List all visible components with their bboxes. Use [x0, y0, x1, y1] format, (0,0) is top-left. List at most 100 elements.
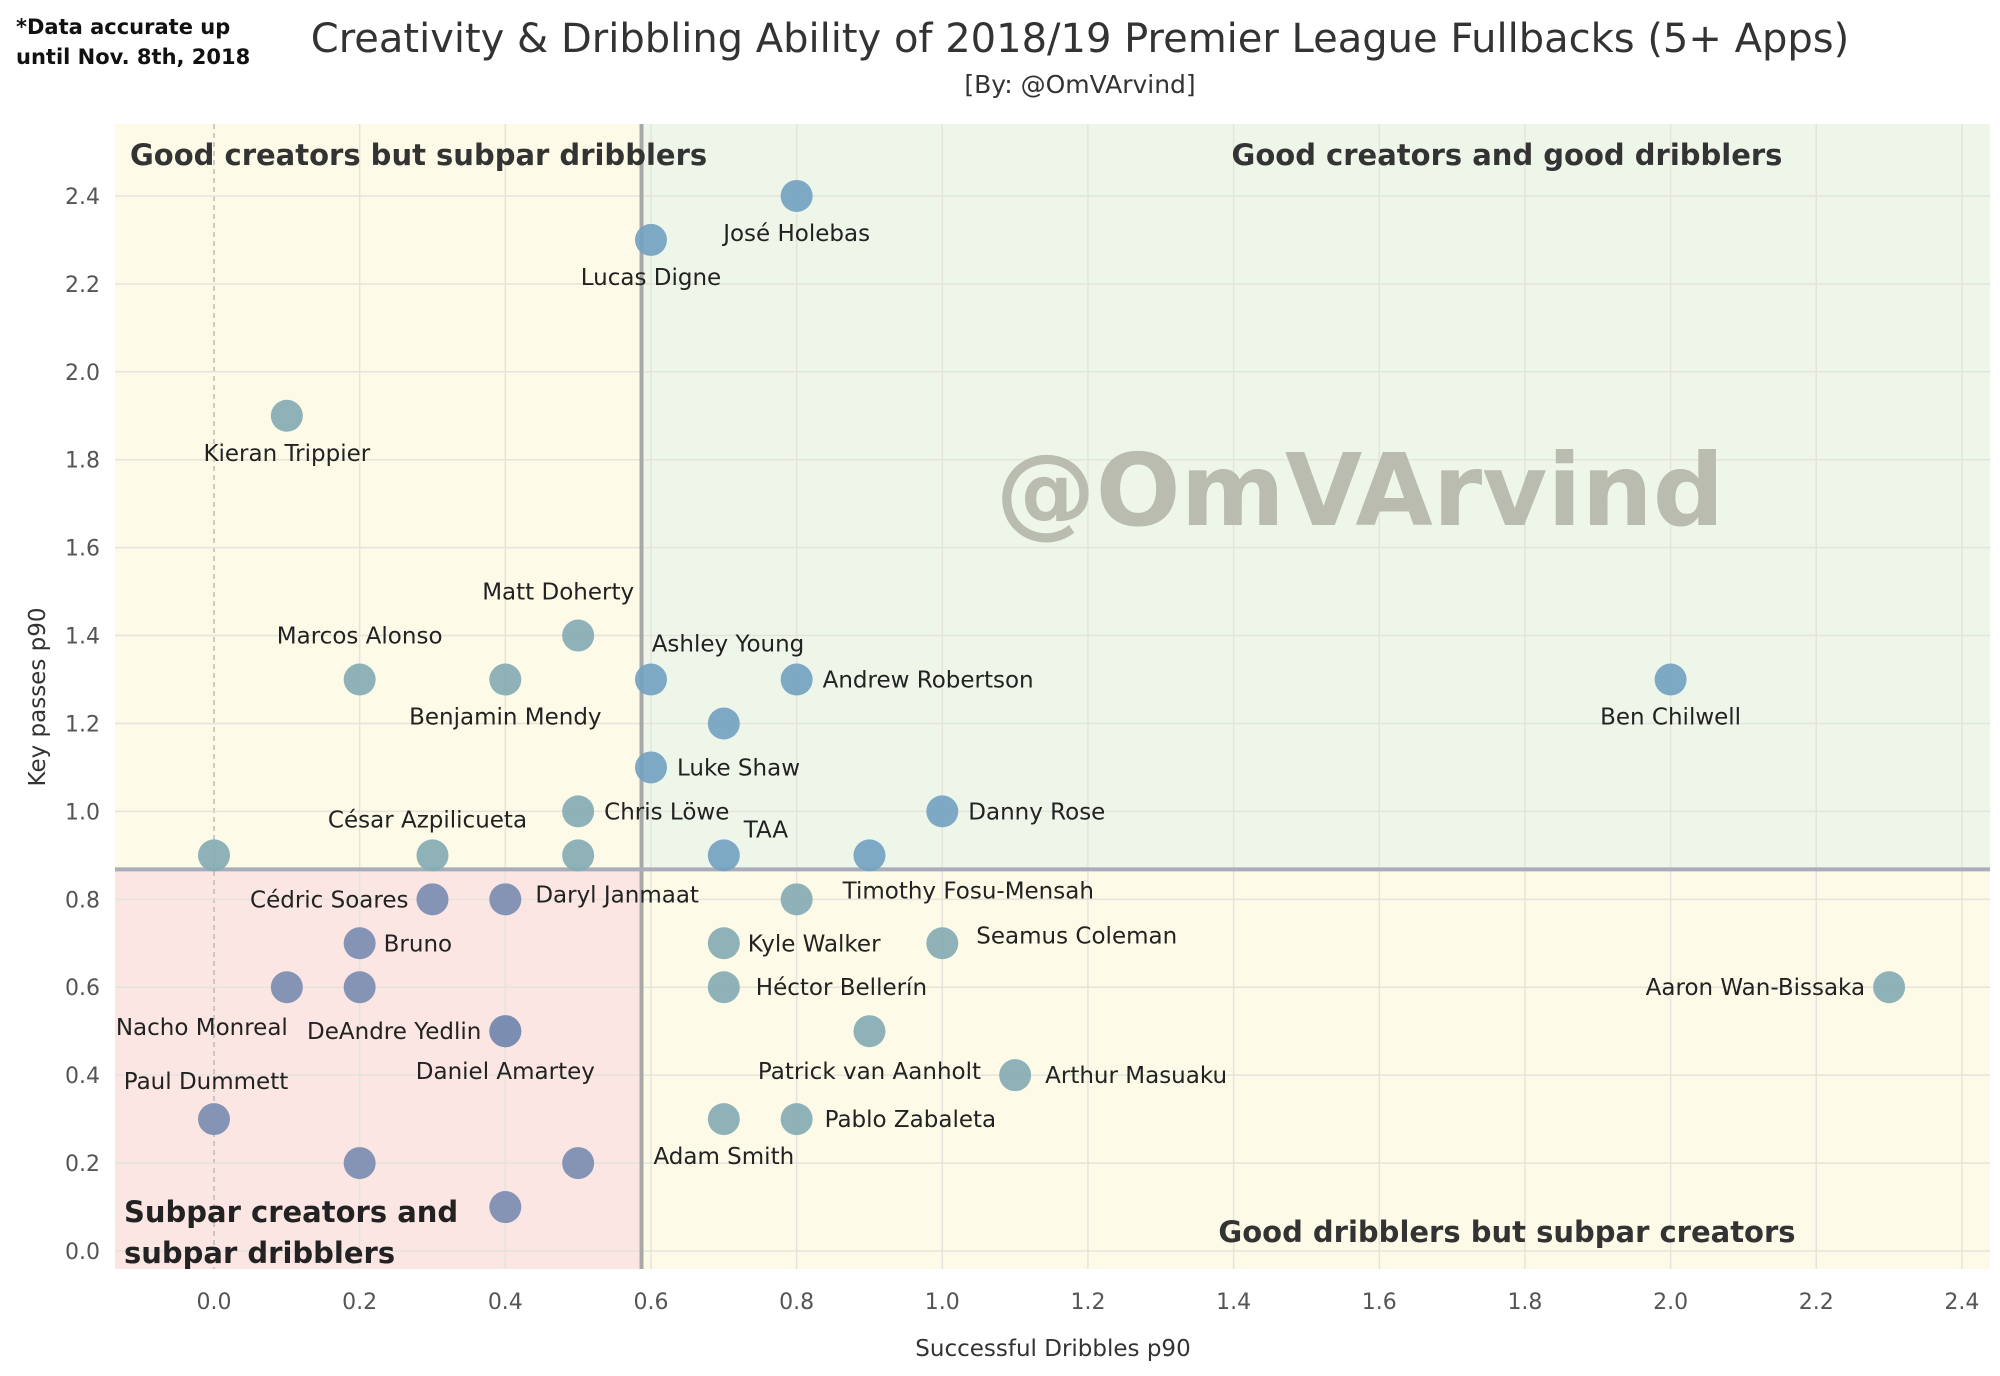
point-label: Patrick van Aanholt — [758, 1059, 981, 1085]
y-tick-label: 1.0 — [65, 800, 100, 825]
data-point — [416, 883, 449, 916]
point-label: Aaron Wan-Bissaka — [1646, 975, 1865, 1001]
point-label: Cédric Soares — [250, 887, 408, 913]
data-point — [489, 663, 522, 696]
point-label: Chris Löwe — [604, 799, 729, 825]
y-tick-label: 1.4 — [65, 625, 100, 650]
note-line: until Nov. 8th, 2018 — [16, 45, 251, 69]
data-point — [634, 663, 667, 696]
quadrant-label-bottom-right: Good dribblers but subpar creators — [1218, 1215, 1795, 1249]
x-tick-label: 1.8 — [1507, 1290, 1542, 1315]
point-label: Kieran Trippier — [203, 441, 370, 467]
data-point — [780, 1103, 813, 1136]
data-point — [780, 179, 813, 212]
quadrant-label-top-left: Good creators but subpar dribblers — [130, 138, 707, 172]
x-tick-label: 2.0 — [1653, 1290, 1688, 1315]
data-point — [562, 839, 595, 872]
x-tick-label: 0.4 — [488, 1290, 523, 1315]
y-tick-label: 1.2 — [65, 712, 100, 737]
x-tick-label: 1.4 — [1216, 1290, 1251, 1315]
x-axis-label: Successful Dribbles p90 — [915, 1336, 1190, 1362]
point-label: Bruno — [384, 931, 452, 957]
x-tick-label: 2.2 — [1799, 1290, 1834, 1315]
quadrant-label-bottom-left: subpar dribblers — [124, 1236, 395, 1270]
point-label: Seamus Coleman — [976, 923, 1177, 949]
data-point — [343, 927, 376, 960]
y-tick-label: 1.6 — [65, 537, 100, 562]
data-point — [562, 1147, 595, 1180]
data-point — [198, 839, 230, 872]
y-tick-label: 0.4 — [65, 1064, 100, 1089]
data-point — [270, 971, 303, 1004]
point-label: Lucas Digne — [581, 265, 721, 291]
x-tick-label: 0.6 — [633, 1290, 668, 1315]
y-tick-label: 0.0 — [65, 1240, 100, 1265]
data-point — [707, 1103, 740, 1136]
point-label: Adam Smith — [653, 1144, 794, 1170]
data-point — [198, 1103, 230, 1136]
quadrant-bottom-right — [641, 869, 1990, 1269]
data-point — [343, 1147, 376, 1180]
data-point — [780, 663, 813, 696]
data-point — [926, 927, 959, 960]
x-tick-label: 1.6 — [1362, 1290, 1397, 1315]
x-tick-label: 2.4 — [1944, 1290, 1979, 1315]
data-point — [707, 971, 740, 1004]
chart-subtitle: [By: @OmVArvind] — [964, 70, 1196, 99]
point-label: Benjamin Mendy — [409, 705, 601, 731]
point-label: Ben Chilwell — [1600, 705, 1741, 731]
data-point — [416, 839, 449, 872]
data-point — [489, 1015, 522, 1048]
point-label: Pablo Zabaleta — [825, 1107, 997, 1133]
point-label: César Azpilicueta — [328, 807, 527, 833]
point-label: Marcos Alonso — [277, 624, 443, 650]
data-point — [343, 663, 376, 696]
y-tick-label: 0.8 — [65, 888, 100, 913]
data-point — [562, 619, 595, 652]
point-label: Daniel Amartey — [416, 1059, 595, 1085]
y-tick-label: 0.2 — [65, 1152, 100, 1177]
data-point — [707, 839, 740, 872]
point-label: TAA — [743, 817, 789, 843]
point-label: Luke Shaw — [677, 755, 800, 781]
x-tick-label: 0.2 — [342, 1290, 377, 1315]
x-tick-label: 1.0 — [925, 1290, 960, 1315]
data-point — [270, 399, 303, 432]
point-label: Daryl Janmaat — [535, 882, 699, 908]
quadrant-top-left — [115, 124, 642, 870]
point-label: Danny Rose — [968, 799, 1105, 825]
y-axis-label: Key passes p90 — [25, 608, 51, 787]
y-tick-label: 2.0 — [65, 361, 100, 386]
point-label: Ashley Young — [652, 632, 805, 658]
point-label: Kyle Walker — [748, 931, 881, 957]
data-accuracy-note: *Data accurate up until Nov. 8th, 2018 — [16, 12, 250, 72]
x-tick-label: 0.0 — [197, 1290, 232, 1315]
points-layer — [198, 179, 1906, 1224]
y-tick-label: 2.2 — [65, 273, 100, 298]
point-label: Matt Doherty — [482, 580, 634, 606]
watermark: @OmVArvind — [996, 432, 1725, 549]
y-tick-label: 1.8 — [65, 449, 100, 474]
data-point — [489, 1191, 522, 1224]
point-label: DeAndre Yedlin — [307, 1019, 481, 1045]
point-label: Timothy Fosu-Mensah — [842, 878, 1094, 904]
y-tick-label: 0.6 — [65, 976, 100, 1001]
note-line: *Data accurate up — [16, 15, 231, 39]
point-label: Paul Dummett — [124, 1069, 289, 1095]
data-point — [343, 971, 376, 1004]
x-tick-label: 1.2 — [1070, 1290, 1105, 1315]
point-label: Héctor Bellerín — [756, 975, 927, 1001]
point-label: Andrew Robertson — [823, 668, 1034, 694]
data-point — [489, 883, 522, 916]
quadrant-top-right — [641, 124, 1990, 870]
quadrant-label-bottom-left: Subpar creators and — [124, 1195, 458, 1229]
data-point — [926, 795, 959, 828]
data-point — [634, 751, 667, 784]
point-label: Arthur Masuaku — [1045, 1063, 1227, 1089]
data-point — [853, 839, 886, 872]
point-label: Nacho Monreal — [116, 1015, 288, 1041]
data-point — [780, 883, 813, 916]
data-point — [634, 223, 667, 256]
quadrant-label-top-right: Good creators and good dribblers — [1232, 138, 1783, 172]
